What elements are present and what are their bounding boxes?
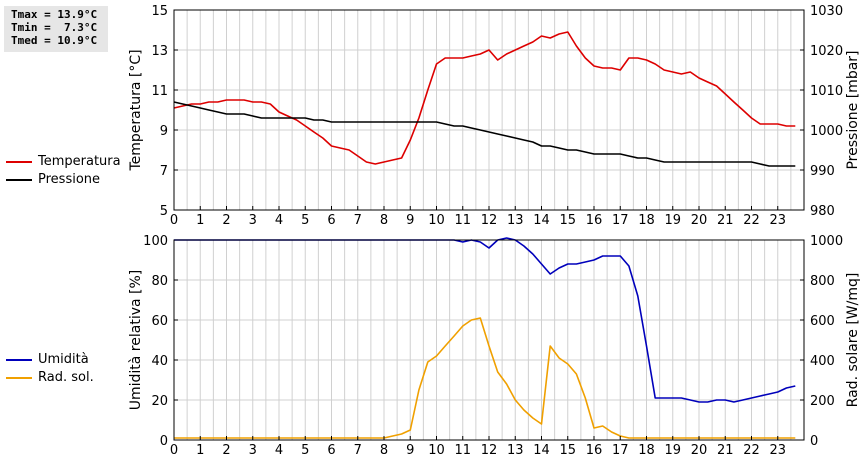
legend-label-humidity: Umidità [38, 352, 89, 367]
x-tick-label: 15 [559, 213, 576, 228]
y-tick-label: 80 [151, 274, 168, 289]
stats-box: Tmax = 13.9°C Tmin = 7.3°C Tmed = 10.9°C [4, 6, 108, 52]
y2-tick-label: 1010 [810, 84, 843, 99]
tmax-stat: Tmax = 13.9°C [11, 8, 98, 21]
x-tick-label: 22 [743, 213, 760, 228]
y2-tick-label: 400 [810, 354, 835, 369]
x-tick-label: 8 [380, 213, 388, 228]
x-tick-label: 22 [743, 443, 760, 458]
y2-axis-label: Pressione [mbar] [845, 50, 860, 169]
series-line-0-0 [173, 31, 796, 165]
y2-tick-label: 0 [810, 434, 818, 449]
x-tick-label: 21 [717, 443, 734, 458]
x-tick-label: 16 [586, 443, 603, 458]
y-axis-label: Temperatura [°C] [128, 49, 144, 171]
tmin-stat: Tmin = 7.3°C [11, 21, 98, 34]
legend-label-solar: Rad. sol. [38, 370, 94, 385]
x-tick-label: 1 [196, 443, 204, 458]
legend-top-chart: Temperatura Pressione [6, 153, 121, 189]
x-tick-label: 16 [586, 213, 603, 228]
x-tick-label: 1 [196, 213, 204, 228]
y2-tick-label: 990 [810, 164, 835, 179]
y2-tick-label: 980 [810, 204, 835, 219]
x-tick-label: 9 [406, 213, 414, 228]
y2-axis-label: Rad. solare [W/mq] [845, 273, 860, 408]
x-tick-label: 7 [354, 213, 362, 228]
x-tick-label: 9 [406, 443, 414, 458]
legend-swatch-temperature [6, 161, 32, 163]
y-tick-label: 11 [151, 84, 168, 99]
legend-swatch-solar [6, 377, 32, 379]
y-tick-label: 0 [160, 434, 168, 449]
x-tick-label: 18 [638, 443, 655, 458]
x-tick-label: 14 [533, 213, 550, 228]
y-tick-label: 9 [160, 124, 168, 139]
legend-label-temperature: Temperatura [38, 154, 121, 169]
x-tick-label: 14 [533, 443, 550, 458]
y-tick-label: 20 [151, 394, 168, 409]
y2-tick-label: 600 [810, 314, 835, 329]
x-tick-label: 6 [327, 443, 335, 458]
x-tick-label: 5 [301, 213, 309, 228]
series-line-1-0 [174, 237, 796, 403]
y2-tick-label: 1020 [810, 44, 843, 59]
y-tick-label: 7 [160, 164, 168, 179]
x-tick-label: 17 [612, 213, 629, 228]
x-tick-label: 10 [428, 213, 445, 228]
x-tick-label: 4 [275, 213, 283, 228]
y-tick-label: 13 [151, 44, 168, 59]
y2-tick-label: 200 [810, 394, 835, 409]
legend-swatch-pressure [6, 179, 32, 181]
x-tick-label: 13 [507, 213, 524, 228]
y2-tick-label: 1030 [810, 4, 843, 19]
x-tick-label: 0 [170, 443, 178, 458]
tmed-stat: Tmed = 10.9°C [11, 34, 98, 47]
y-axis-label: Umidità relativa [%] [128, 270, 144, 411]
x-tick-label: 18 [638, 213, 655, 228]
y-tick-label: 5 [160, 204, 168, 219]
x-tick-label: 0 [170, 213, 178, 228]
y-tick-label: 100 [143, 234, 168, 249]
legend-item-solar: Rad. sol. [6, 369, 94, 387]
series-line-1-1 [174, 317, 796, 439]
legend-item-temperature: Temperatura [6, 153, 121, 171]
legend-item-humidity: Umidità [6, 351, 94, 369]
x-tick-label: 6 [327, 213, 335, 228]
x-tick-label: 4 [275, 443, 283, 458]
x-tick-label: 13 [507, 443, 524, 458]
x-tick-label: 12 [481, 443, 498, 458]
x-tick-label: 17 [612, 443, 629, 458]
y-tick-label: 40 [151, 354, 168, 369]
x-tick-label: 21 [717, 213, 734, 228]
x-tick-label: 5 [301, 443, 309, 458]
x-tick-label: 19 [664, 443, 681, 458]
series-line-0-1 [173, 101, 796, 167]
x-tick-label: 19 [664, 213, 681, 228]
x-tick-label: 11 [454, 443, 471, 458]
x-tick-label: 3 [249, 213, 257, 228]
x-tick-label: 7 [354, 443, 362, 458]
x-tick-label: 12 [481, 213, 498, 228]
legend-label-pressure: Pressione [38, 172, 101, 187]
x-tick-label: 23 [769, 213, 786, 228]
x-tick-label: 10 [428, 443, 445, 458]
x-tick-label: 2 [222, 443, 230, 458]
y2-tick-label: 1000 [810, 124, 843, 139]
legend-item-pressure: Pressione [6, 171, 121, 189]
x-tick-label: 11 [454, 213, 471, 228]
y-tick-label: 15 [151, 4, 168, 19]
x-tick-label: 8 [380, 443, 388, 458]
x-tick-label: 15 [559, 443, 576, 458]
y2-tick-label: 1000 [810, 234, 843, 249]
x-tick-label: 20 [691, 443, 708, 458]
y-tick-label: 60 [151, 314, 168, 329]
x-tick-label: 3 [249, 443, 257, 458]
legend-swatch-humidity [6, 359, 32, 361]
y2-tick-label: 800 [810, 274, 835, 289]
x-tick-label: 2 [222, 213, 230, 228]
legend-bottom-chart: Umidità Rad. sol. [6, 351, 94, 387]
x-tick-label: 20 [691, 213, 708, 228]
x-tick-label: 23 [769, 443, 786, 458]
